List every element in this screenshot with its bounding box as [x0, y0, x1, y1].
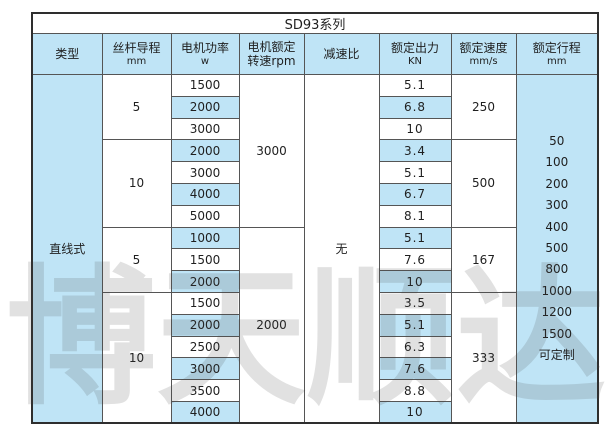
output-cell: 5.1: [378, 226, 452, 250]
motor-speed-cell: 3000: [238, 74, 305, 228]
table-row: 2000 5.1: [32, 313, 598, 337]
velocity-cell: 250: [450, 73, 517, 141]
stroke-value: 1500: [541, 326, 573, 341]
power-cell: 3500: [170, 379, 240, 402]
output-cell: 3.5: [378, 291, 452, 315]
power-cell: 4000: [170, 182, 240, 206]
type-cell: 直线式: [31, 74, 103, 424]
velocity-cell: 333: [450, 291, 517, 424]
column-header-motor-rated-speed: 电机额定 转速rpm: [238, 33, 305, 75]
table-row: 5 1000 2000 5.1 167: [32, 226, 598, 424]
velocity-cell: 500: [450, 139, 517, 228]
output-cell: 8.1: [378, 204, 452, 228]
output-cell: 10: [378, 117, 452, 141]
power-cell: 2000: [170, 270, 240, 293]
stroke-value: 50: [549, 133, 565, 148]
lead-cell: 10: [101, 291, 172, 424]
stroke-value: 200: [545, 176, 569, 191]
stroke-value: 500: [545, 240, 569, 255]
power-cell: 5000: [170, 204, 240, 228]
table-row: 5000 8.1: [32, 204, 598, 228]
output-cell: 7.6: [378, 357, 452, 381]
stroke-value: 1200: [541, 305, 573, 320]
table-row: 4000 10: [32, 400, 598, 424]
header-unit: mm: [126, 55, 147, 67]
stroke-list: 50 100 200 300 400 500 800 1000 1200 150…: [517, 131, 597, 366]
column-header-screw-lead: 丝杆导程 mm: [101, 33, 172, 75]
header-label: 电机功率: [180, 41, 229, 56]
header-unit: 转速rpm: [247, 54, 296, 68]
table-row: 2500 6.3: [32, 335, 598, 359]
header-unit: mm/s: [469, 55, 498, 67]
lead-cell: 5: [101, 226, 172, 293]
power-cell: 2000: [170, 95, 240, 119]
stroke-value: 1000: [541, 283, 573, 298]
stroke-value: 100: [545, 155, 569, 170]
header-label: 减速比: [323, 46, 360, 61]
lead-cell: 10: [101, 139, 172, 228]
table-row: 2000 6.8: [32, 95, 598, 119]
spec-table: SD93系列 类型 丝杆导程 mm 电机功率 w 电机额定 转速rpm: [31, 12, 600, 425]
column-header-rated-output: 额定出力 KN: [378, 33, 452, 75]
header-label: 丝杆导程: [112, 41, 161, 56]
output-cell: 8.8: [378, 379, 452, 402]
stroke-value: 300: [545, 198, 569, 213]
column-header-reduction-ratio: 减速比: [303, 33, 380, 75]
stroke-value: 400: [545, 219, 569, 234]
power-cell: 2000: [170, 139, 240, 163]
table-row: 3000 7.6: [32, 357, 598, 381]
output-cell: 6.7: [378, 182, 452, 206]
header-label: 电机额定: [247, 39, 296, 54]
header-unit: KN: [407, 55, 423, 67]
table-title: SD93系列: [31, 12, 599, 34]
output-cell: 3.4: [378, 139, 452, 163]
reduction-ratio-cell: 无: [303, 74, 380, 424]
column-header-motor-power: 电机功率 w: [170, 33, 240, 75]
header-unit: w: [200, 55, 210, 67]
column-header-type: 类型: [31, 33, 103, 75]
table-row: 直线式 5 1500 3000 无 5.1 250 50 100 200 300…: [31, 73, 599, 424]
power-cell: 2000: [170, 313, 240, 337]
power-cell: 2500: [170, 335, 240, 359]
output-cell: 6.3: [378, 335, 452, 359]
header-label: 额定出力: [390, 41, 439, 56]
header-unit: mm: [547, 55, 567, 67]
output-cell: 5.1: [378, 74, 452, 97]
header-label: 额定行程: [532, 41, 581, 56]
output-cell: 5.1: [378, 161, 452, 184]
power-cell: 1500: [170, 291, 240, 315]
power-cell: 1500: [170, 74, 240, 97]
stroke-value: 800: [545, 262, 569, 277]
lead-cell: 5: [101, 73, 172, 141]
power-cell: 1000: [170, 226, 240, 250]
motor-speed-cell: 2000: [238, 226, 305, 424]
power-cell: 3000: [170, 117, 240, 141]
output-cell: 5.1: [378, 313, 452, 337]
output-cell: 10: [378, 270, 452, 293]
output-cell: 10: [378, 400, 452, 424]
output-cell: 7.6: [378, 248, 452, 272]
power-cell: 1500: [170, 248, 240, 272]
header-label: 额定速度: [459, 41, 508, 56]
column-header-rated-stroke: 额定行程 mm: [515, 33, 599, 75]
table-row: 4000 6.7: [32, 182, 598, 206]
column-header-rated-velocity: 额定速度 mm/s: [450, 33, 517, 75]
stroke-cell: 50 100 200 300 400 500 800 1000 1200 150…: [515, 74, 599, 424]
velocity-cell: 167: [450, 226, 517, 293]
power-cell: 3000: [170, 161, 240, 184]
stroke-value: 可定制: [538, 347, 575, 362]
header-label: 类型: [55, 46, 80, 61]
output-cell: 6.8: [378, 95, 452, 119]
power-cell: 3000: [170, 357, 240, 381]
power-cell: 4000: [170, 400, 240, 424]
